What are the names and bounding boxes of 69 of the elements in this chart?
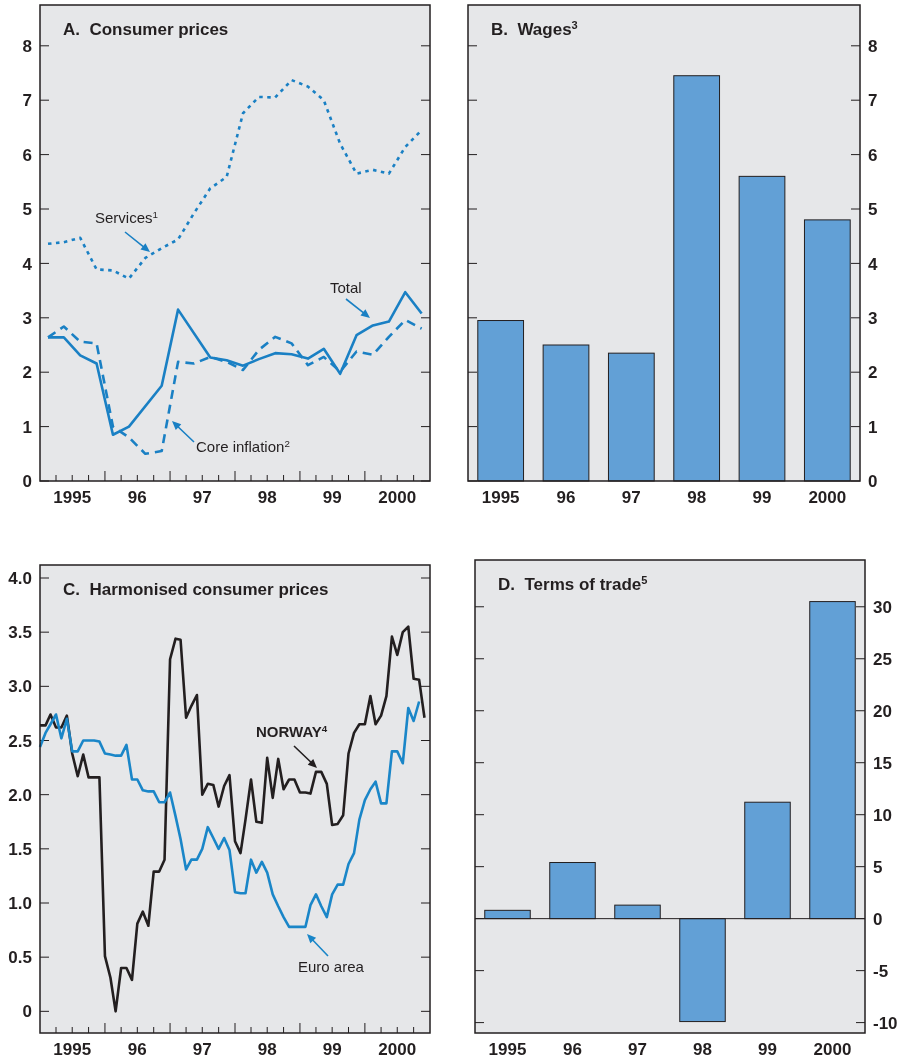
text: A. Consumer prices [63,20,229,39]
legend-label: Core inflation$^{2}$ [196,437,290,455]
y2-tick-label: 4 [868,254,878,274]
y-tick-label: 3.0 [8,677,32,697]
x-tick-label: 2000 [813,1040,852,1059]
y2-tick-label: 7 [868,91,878,111]
series-label: Services$^{1}$ [95,208,158,226]
x-tick-label: 1995 [488,1040,527,1059]
y2-tick-label: 20 [873,701,892,721]
y-tick-label: 5 [22,200,32,220]
y-tick-label: 3 [22,308,32,328]
x-tick-label: 99 [322,1040,342,1059]
y2-tick-label: 5 [873,857,883,877]
text: B. Wages$^{3}$ [491,19,578,39]
y2-tick-label: -10 [873,1013,898,1033]
y-tick-label: 1.0 [8,894,32,914]
y2-tick-label: -5 [873,961,889,981]
y2-tick-label: 2 [868,363,878,383]
y-tick-label: 0 [22,472,32,492]
x-tick-label: 98 [693,1040,712,1059]
text: D. Terms of trade$^{5}$ [498,574,648,594]
y-tick-label: 0.5 [8,948,32,968]
y-tick-label: 8 [22,36,32,56]
y2-tick-label: 0 [868,472,878,492]
text: Total [330,279,362,296]
x-tick-label: 99 [322,488,342,507]
x-tick-label: 1995 [481,488,520,507]
series-label: NORWAY$^{4}$ [256,722,328,740]
y-tick-label: 2.5 [8,731,32,751]
x-tick-label: 97 [192,1040,212,1059]
x-tick-label: 98 [257,1040,277,1059]
y2-tick-label: 8 [868,36,878,56]
legend-label: Euro area [298,958,365,975]
x-tick-label: 96 [563,1040,582,1059]
x-tick-label: 2000 [808,488,847,507]
x-tick-label: 97 [192,488,212,507]
x-tick-label: 98 [687,488,707,507]
y-tick-label: 1 [22,417,32,437]
text: C. Harmonised consumer prices [63,580,329,599]
x-tick-label: 97 [628,1040,647,1059]
y-tick-label: 4.0 [8,569,32,589]
y-tick-label: 1.5 [8,839,32,859]
y2-tick-label: 15 [873,753,892,773]
x-tick-label: 1995 [53,488,92,507]
y2-tick-label: 1 [868,417,878,437]
y2-tick-label: 0 [873,909,883,929]
x-tick-label: 99 [752,488,772,507]
y-tick-label: 2 [22,363,32,383]
y2-tick-label: 5 [868,200,878,220]
y-tick-label: 6 [22,145,32,165]
y2-tick-label: 30 [873,597,892,617]
x-tick-label: 99 [758,1040,777,1059]
x-tick-label: 96 [127,488,147,507]
y-tick-label: 2.0 [8,785,32,805]
y2-tick-label: 10 [873,805,892,825]
y-tick-label: 0 [22,1002,32,1022]
x-tick-label: 1995 [53,1040,92,1059]
x-tick-label: 97 [621,488,641,507]
x-tick-label: 2000 [378,1040,417,1059]
x-tick-label: 96 [556,488,576,507]
x-tick-label: 2000 [378,488,417,507]
y-tick-label: 7 [22,91,32,111]
y2-tick-label: 6 [868,145,878,165]
y-tick-label: 4 [22,254,33,274]
x-tick-label: 98 [257,488,277,507]
y2-tick-label: 3 [868,308,878,328]
x-tick-label: 96 [127,1040,147,1059]
y-tick-label: 3.5 [8,623,32,643]
y2-tick-label: 25 [873,649,892,669]
